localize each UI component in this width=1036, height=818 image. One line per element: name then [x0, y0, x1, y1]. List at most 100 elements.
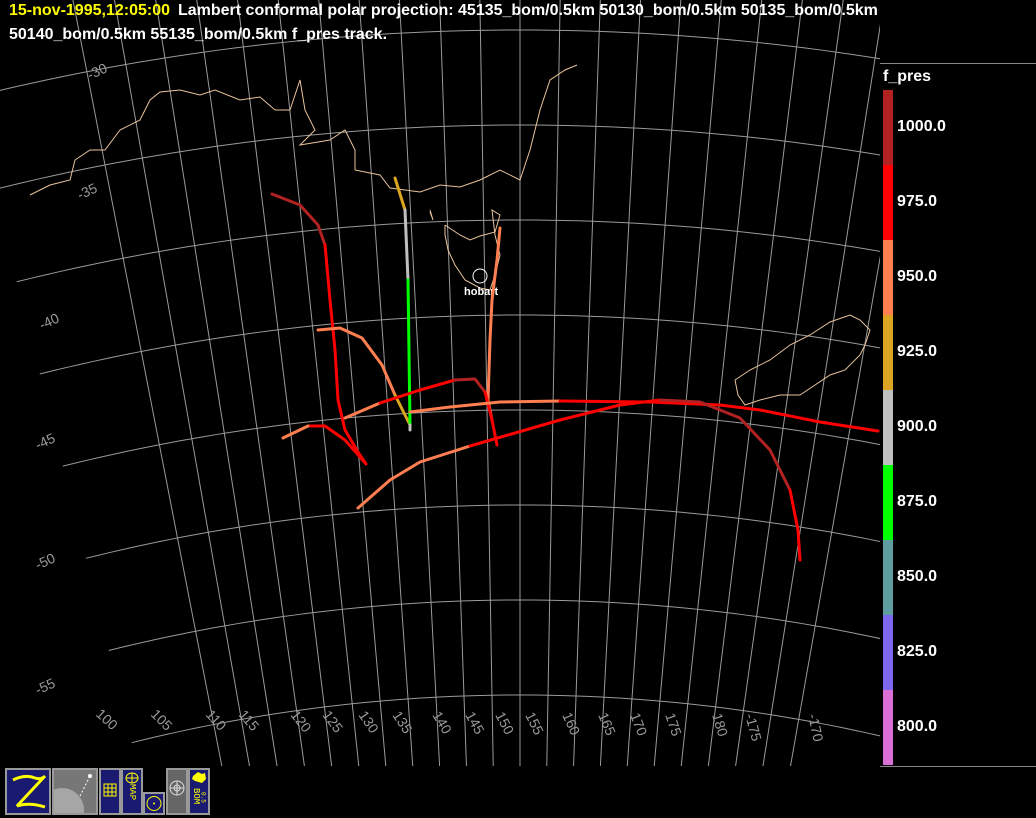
legend-label: 1000.0	[897, 118, 946, 135]
track-segment	[343, 401, 382, 420]
map-icon[interactable]: MAP	[121, 768, 143, 815]
longitude-line	[573, 0, 601, 766]
latitude-label: -35	[75, 180, 100, 203]
longitude-label: 135	[389, 708, 415, 736]
latitude-label: -45	[33, 430, 58, 453]
bom-radar-icon[interactable]: BOM 0.5	[188, 768, 210, 815]
station-label-hobart: hobart	[464, 286, 499, 298]
legend-label: 825.0	[897, 643, 938, 660]
latitude-line	[62, 409, 880, 467]
track-segment	[788, 488, 802, 562]
coastline	[734, 314, 871, 406]
longitude-label: 170	[627, 710, 650, 738]
legend-color-band	[883, 390, 893, 465]
longitude-label: 110	[203, 706, 230, 733]
bom-label: BOM	[191, 788, 201, 804]
latitude-line	[16, 219, 880, 283]
track-segment	[281, 424, 310, 440]
timestamp: 15-nov-1995,12:05:00	[9, 2, 170, 19]
longitude-label: 155	[522, 709, 547, 737]
latitude-label: -40	[37, 310, 62, 333]
station-marker	[472, 268, 488, 284]
satellite-icon[interactable]	[52, 768, 98, 815]
title-line-2: 50140_bom/0.5km 55135_bom/0.5km f_pres t…	[9, 26, 388, 43]
legend-label: 800.0	[897, 718, 938, 735]
longitude-line	[735, 0, 844, 766]
track-segment	[378, 378, 457, 405]
legend-label: 900.0	[897, 418, 938, 435]
longitude-line	[398, 0, 441, 766]
title-line-1: 15-nov-1995,12:05:00 Lambert conformal po…	[9, 2, 878, 20]
longitude-line	[277, 0, 360, 766]
legend-divider-bottom	[880, 766, 1036, 767]
track-segment	[403, 208, 410, 282]
track-segment	[356, 444, 472, 510]
track-segment	[558, 399, 880, 433]
longitude-label: 105	[148, 706, 176, 734]
longitude-line	[707, 0, 803, 766]
legend-color-band	[883, 690, 893, 765]
longitude-line	[789, 255, 880, 766]
latitude-line	[0, 124, 880, 189]
longitude-line	[479, 0, 494, 766]
graticule	[0, 0, 880, 766]
legend-divider	[880, 63, 1036, 64]
legend-color-band	[883, 540, 893, 615]
track-segment	[393, 176, 407, 212]
track-segment	[483, 390, 494, 422]
track-segment	[408, 399, 562, 414]
track-segment	[658, 398, 792, 492]
latitude-label-bottom: -70	[400, 763, 420, 766]
map-icon-label: MAP	[127, 784, 137, 800]
longitude-line	[318, 0, 387, 766]
pressure-track	[343, 377, 494, 422]
track-segment	[393, 393, 412, 427]
station-icon[interactable]	[143, 792, 165, 815]
latitude-label: -55	[33, 675, 58, 698]
legend-color-band	[883, 240, 893, 315]
longitude-label: 125	[320, 707, 347, 735]
pressure-track	[408, 399, 880, 433]
grid-icon[interactable]	[99, 768, 121, 815]
coastline	[444, 209, 501, 291]
longitude-line	[113, 0, 251, 766]
longitude-line	[546, 0, 561, 766]
longitude-label: 180	[709, 711, 731, 738]
track-segment	[490, 418, 499, 447]
longitude-label: -170	[805, 712, 827, 743]
bom-sublabel: 0.5	[200, 792, 207, 803]
track-segment	[406, 278, 412, 427]
longitude-label: 165	[595, 710, 619, 738]
longitude-label: 145	[462, 709, 487, 737]
coastline	[429, 209, 434, 221]
track-segment	[468, 398, 662, 448]
legend-color-band	[883, 165, 893, 240]
longitude-label: 150	[492, 709, 517, 737]
legend-title: f_pres	[883, 68, 932, 85]
longitude-line	[358, 0, 414, 766]
legend-label: 975.0	[897, 193, 938, 210]
pressure-track	[356, 398, 802, 562]
legend-label: 950.0	[897, 268, 938, 285]
pressure-track	[316, 326, 412, 427]
mesh-icon[interactable]	[166, 768, 188, 815]
zebra-logo-icon[interactable]	[5, 768, 51, 815]
coastline	[29, 64, 578, 196]
legend-color-band	[883, 90, 893, 165]
longitude-line	[599, 0, 642, 766]
legend-label: 875.0	[897, 493, 938, 510]
latitude-label: -30	[85, 60, 110, 83]
legend-color-band	[883, 315, 893, 390]
track-segment	[453, 377, 487, 394]
legend-label: 925.0	[897, 343, 938, 360]
longitude-label: 100	[93, 705, 121, 733]
longitude-line	[196, 0, 305, 766]
legend-color-band	[883, 615, 893, 690]
track-segment	[486, 226, 502, 422]
longitude-line	[680, 0, 763, 766]
legend-label: 850.0	[897, 568, 938, 585]
legend-color-band	[883, 465, 893, 540]
longitude-line	[155, 0, 278, 766]
longitude-label: 140	[429, 708, 455, 736]
